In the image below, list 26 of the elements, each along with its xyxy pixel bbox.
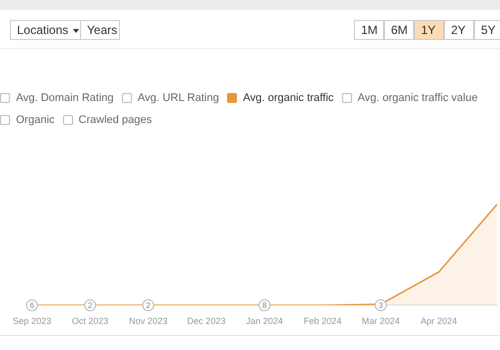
text: Years: [87, 23, 118, 37]
x-tick-label: Dec 2023: [187, 316, 226, 326]
x-tick-label: Nov 2023: [128, 316, 168, 326]
text: 1Y: [421, 23, 436, 37]
annotation: 8: [262, 300, 268, 310]
x-tick-label: Feb 2024: [304, 316, 342, 326]
text: Locations: [17, 23, 68, 37]
x-tick-label: Sep 2023: [12, 316, 52, 326]
x-tick-label: Jan 2024: [246, 316, 284, 326]
x-tick-label: Oct 2023: [72, 316, 108, 326]
text: Crawled pages: [78, 113, 152, 128]
annotation: 6: [30, 300, 35, 310]
text: Avg. Domain Rating: [16, 91, 114, 106]
legend-label: Avg. organic traffic: [242, 91, 334, 106]
text: 1M: [361, 23, 378, 37]
text: Avg. organic traffic value: [358, 91, 478, 106]
annotation: 2: [88, 300, 93, 310]
text: Organic: [16, 113, 55, 128]
text: 6M: [391, 23, 408, 37]
annotation: 2: [146, 300, 152, 310]
x-tick-label: Apr 2024: [420, 316, 458, 326]
text: 2Y: [451, 23, 466, 37]
annotation: 3: [378, 300, 384, 310]
x-tick-label: Mar 2024: [362, 316, 400, 326]
text: Avg. URL Rating: [138, 91, 219, 106]
text: 5Y: [481, 23, 496, 37]
